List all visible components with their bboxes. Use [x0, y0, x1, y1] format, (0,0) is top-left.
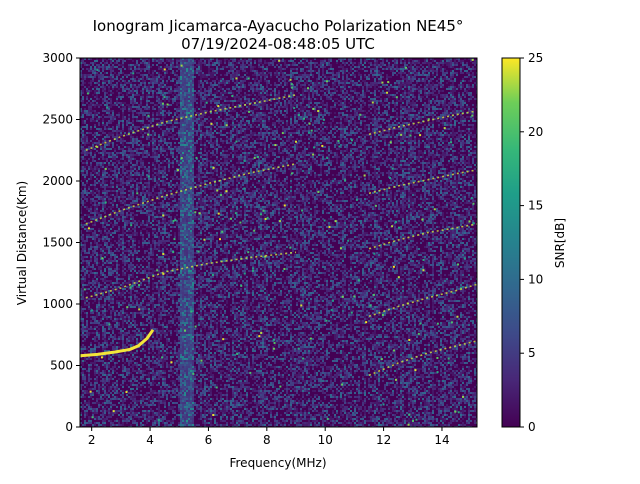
- x-tick-label: 10: [318, 433, 333, 447]
- x-tick-label: 4: [146, 433, 154, 447]
- chart-title-line2: 07/19/2024-08:48:05 UTC: [181, 35, 375, 53]
- x-axis-label: Frequency(MHz): [229, 456, 326, 470]
- x-tick-label: 6: [205, 433, 213, 447]
- y-axis-label: Virtual Distance(Km): [15, 181, 29, 305]
- y-tick-label: 500: [50, 359, 73, 373]
- y-axis: 0 500 1000 1500 2000 2500 3000: [42, 51, 80, 434]
- y-tick-label: 0: [65, 420, 73, 434]
- y-tick-label: 1500: [42, 236, 73, 250]
- colorbar-tick-label: 10: [528, 272, 543, 286]
- colorbar-gradient: [502, 58, 520, 427]
- y-tick-label: 3000: [42, 51, 73, 65]
- chart-title-line1: Ionogram Jicamarca-Ayacucho Polarization…: [93, 17, 464, 35]
- x-tick-label: 2: [88, 433, 96, 447]
- plot-area: [80, 58, 479, 428]
- colorbar-tick-label: 15: [528, 199, 543, 213]
- x-tick-label: 8: [263, 433, 271, 447]
- colorbar-tick-label: 20: [528, 125, 543, 139]
- colorbar-tick-label: 5: [528, 346, 536, 360]
- y-tick-label: 2000: [42, 174, 73, 188]
- y-tick-label: 2500: [42, 113, 73, 127]
- x-tick-label: 14: [434, 433, 449, 447]
- x-axis: 2 4 6 8 10 12 14: [88, 427, 450, 447]
- x-tick-label: 12: [376, 433, 391, 447]
- colorbar-label: SNR[dB]: [553, 218, 567, 268]
- y-tick-label: 1000: [42, 297, 73, 311]
- colorbar: 0 5 10 15 20 25 SNR[dB]: [502, 51, 567, 434]
- colorbar-tick-label: 25: [528, 51, 543, 65]
- colorbar-tick-label: 0: [528, 420, 536, 434]
